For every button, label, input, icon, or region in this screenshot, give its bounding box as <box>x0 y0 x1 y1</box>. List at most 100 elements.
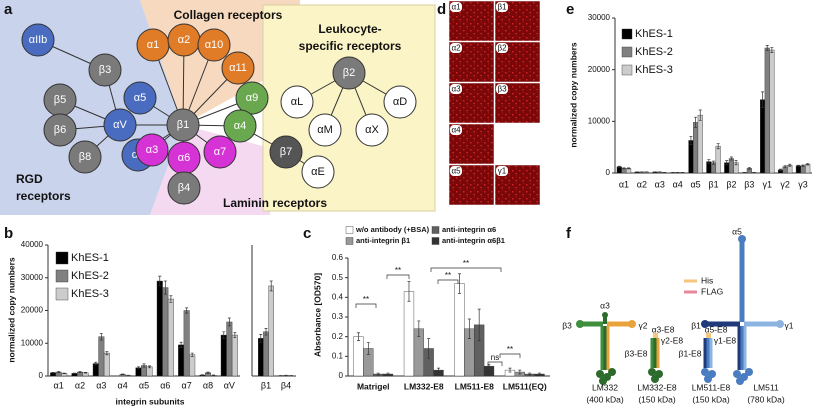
error-bar <box>747 167 751 170</box>
significance-label: ** <box>445 271 451 280</box>
node-label: αE <box>311 166 325 178</box>
legend-swatch <box>55 287 69 301</box>
y-axis-label: normalized copy numbers <box>6 257 16 363</box>
y-tick-label: 0 <box>606 168 611 177</box>
y-tick-label: 10000 <box>21 338 44 347</box>
node-label: β2 <box>343 67 355 79</box>
lm511-shape <box>701 235 784 385</box>
structure-label: LM332 <box>592 382 618 392</box>
node <box>383 85 417 119</box>
legend-label: KhES-2 <box>71 270 109 282</box>
error-bar <box>761 91 765 108</box>
y-tick-label: 20000 <box>21 306 44 315</box>
x-tick-label: γ3 <box>798 179 808 189</box>
node <box>135 133 169 167</box>
x-tick-label: α6 <box>160 380 170 390</box>
error-bar <box>356 332 360 341</box>
y-tick-label: 20000 <box>588 65 611 74</box>
error-bar <box>121 373 125 376</box>
node-label: α2 <box>178 34 190 46</box>
legend-label: w/o antibody (+BSA) <box>355 225 430 234</box>
x-tick-label: α1 <box>54 380 64 390</box>
bar <box>268 285 275 377</box>
panel-label: f <box>566 225 572 242</box>
error-bar <box>627 167 631 170</box>
bar <box>795 165 801 174</box>
y-axis-label: Absorbance [OD570] <box>312 273 322 357</box>
x-axis-label: integrin subunits <box>116 396 185 406</box>
legend-label: His <box>701 275 713 285</box>
x-tick-label: α5 <box>690 179 700 189</box>
node-label: α6 <box>178 152 190 164</box>
bar <box>258 338 264 377</box>
structure-label: β1-E8 <box>679 348 702 358</box>
structure-label: β3-E8 <box>625 348 648 358</box>
y-tick-label: 30000 <box>21 273 44 282</box>
lm332-e8-shape <box>648 333 663 383</box>
node <box>123 81 157 115</box>
y-tick-label: 40000 <box>21 240 44 249</box>
node-label: β6 <box>54 124 66 136</box>
bar <box>728 158 734 174</box>
node-label: αIIb <box>29 34 48 46</box>
error-bar <box>765 45 769 51</box>
error-bar <box>518 369 522 375</box>
structure-label: γ2 <box>639 320 648 330</box>
structure-label: (780 kDa) <box>747 394 784 404</box>
bar <box>167 298 174 377</box>
tile-badge <box>496 2 508 12</box>
error-bar <box>427 338 431 359</box>
bar <box>688 140 694 174</box>
node <box>197 28 231 62</box>
legend-label: anti-integrin β1 <box>356 236 410 245</box>
node <box>167 171 201 205</box>
bar <box>693 122 699 174</box>
legend-swatch <box>345 226 354 234</box>
node-label: αV <box>113 119 127 131</box>
structure-label: (150 kDa) <box>638 394 675 404</box>
y-tick-label: 0.3 <box>332 312 344 321</box>
error-bar <box>538 372 542 376</box>
tile-label: α5 <box>451 167 461 176</box>
node-label: β1 <box>177 119 189 131</box>
error-bar <box>259 334 263 343</box>
error-bar <box>707 159 711 165</box>
bar <box>764 47 770 174</box>
x-tick-label: α1 <box>619 179 629 189</box>
x-tick-label: α2 <box>75 380 85 390</box>
lm332-shape <box>576 312 636 385</box>
node <box>221 51 255 85</box>
panel-label: a <box>4 1 13 18</box>
bar <box>103 352 110 377</box>
x-tick-label: α8 <box>203 380 213 390</box>
node <box>301 155 335 189</box>
bar <box>178 344 185 377</box>
error-bar <box>190 352 194 357</box>
structure-label: γ2-E8 <box>661 335 683 345</box>
panel-label: e <box>566 1 574 18</box>
structure-label: α5-E8 <box>705 324 728 334</box>
tile-badge <box>496 84 508 94</box>
region-title: receptors <box>16 189 71 203</box>
tile-label: β1 <box>497 3 507 12</box>
bar <box>353 336 364 377</box>
x-tick-label: β1 <box>708 179 718 189</box>
node-label: α5 <box>134 92 146 104</box>
significance-bracket <box>355 303 377 308</box>
structure-label: LM511-E8 <box>692 382 731 392</box>
legend-label: KhES-3 <box>71 288 109 300</box>
error-bar <box>51 372 55 374</box>
error-bar <box>694 116 698 128</box>
error-bar <box>778 168 782 172</box>
x-tick-label: α4 <box>118 380 128 390</box>
tile-badge <box>496 43 508 53</box>
bar <box>220 334 227 377</box>
significance-bracket <box>487 361 503 366</box>
error-bar <box>508 367 512 373</box>
x-tick-label: α5 <box>139 380 149 390</box>
error-bar <box>788 163 792 167</box>
node <box>223 109 257 143</box>
error-bar <box>386 372 390 376</box>
tile-label: α1 <box>451 3 461 12</box>
